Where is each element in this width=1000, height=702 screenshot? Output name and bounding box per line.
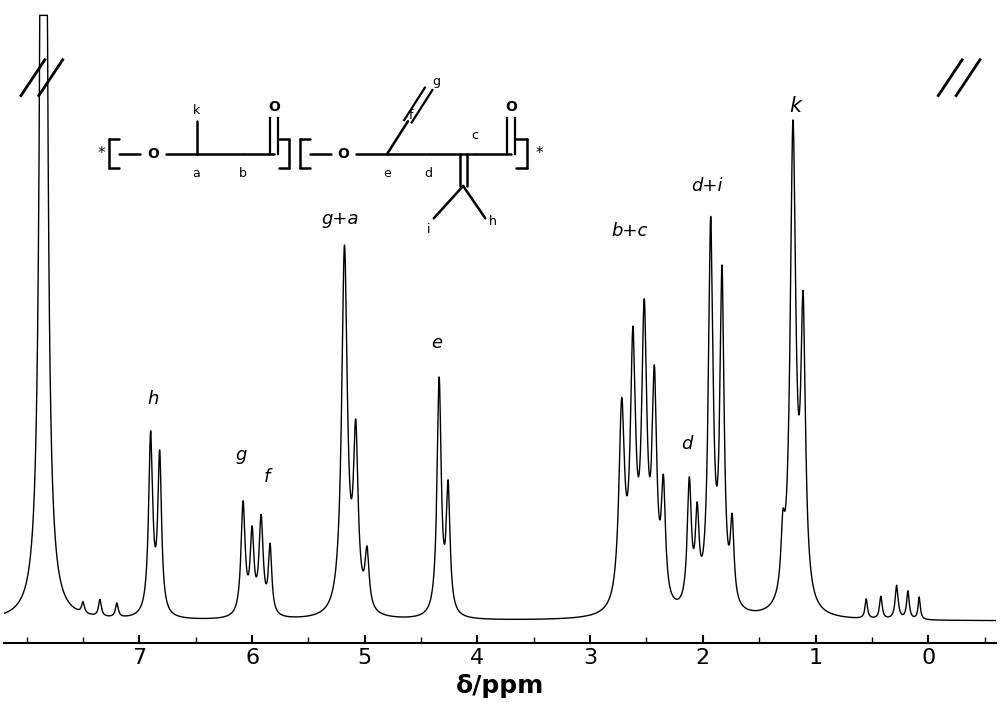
Text: d: d — [681, 435, 693, 453]
Text: g+a: g+a — [321, 211, 359, 228]
Text: h: h — [147, 390, 159, 408]
Text: k: k — [789, 96, 801, 117]
X-axis label: δ/ppm: δ/ppm — [456, 674, 544, 698]
Text: g: g — [235, 446, 247, 464]
Text: d+i: d+i — [692, 177, 723, 195]
Text: e: e — [431, 334, 442, 352]
Text: f: f — [264, 468, 270, 486]
Text: b+c: b+c — [611, 222, 648, 239]
